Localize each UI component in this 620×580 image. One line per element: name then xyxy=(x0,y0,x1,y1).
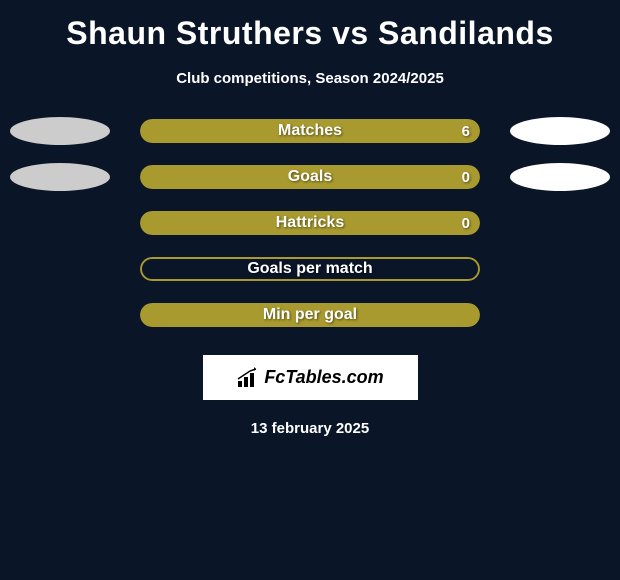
bar-label: Goals per match xyxy=(247,260,372,278)
stat-row-gpm: Goals per match xyxy=(0,257,620,281)
ellipse-right xyxy=(510,117,610,145)
bar-value-right: 0 xyxy=(462,215,470,232)
bar-value-right: 6 xyxy=(462,123,470,140)
bar-label: Matches xyxy=(278,122,342,140)
bar-hattricks: Hattricks 0 xyxy=(140,211,480,235)
page-title: Shaun Struthers vs Sandilands xyxy=(66,15,554,52)
bar-label: Min per goal xyxy=(263,306,357,324)
stat-row-goals: Goals 0 xyxy=(0,165,620,189)
stat-row-mpg: Min per goal xyxy=(0,303,620,327)
page-subtitle: Club competitions, Season 2024/2025 xyxy=(176,70,444,87)
bar-gpm: Goals per match xyxy=(140,257,480,281)
logo-content: FcTables.com xyxy=(236,367,383,389)
bar-label: Hattricks xyxy=(276,214,344,232)
bar-matches: Matches 6 xyxy=(140,119,480,143)
stat-row-matches: Matches 6 xyxy=(0,119,620,143)
logo-box[interactable]: FcTables.com xyxy=(203,355,418,400)
chart-icon xyxy=(236,367,260,389)
bar-label: Goals xyxy=(288,168,332,186)
stats-area: Matches 6 Goals 0 Hattricks 0 xyxy=(0,119,620,349)
ellipse-left xyxy=(10,117,110,145)
ellipse-left xyxy=(10,163,110,191)
date-label: 13 february 2025 xyxy=(251,420,369,437)
stat-row-hattricks: Hattricks 0 xyxy=(0,211,620,235)
bar-value-right: 0 xyxy=(462,169,470,186)
main-container: Shaun Struthers vs Sandilands Club compe… xyxy=(0,0,620,447)
logo-text: FcTables.com xyxy=(264,367,383,388)
ellipse-right xyxy=(510,163,610,191)
bar-mpg: Min per goal xyxy=(140,303,480,327)
bar-goals: Goals 0 xyxy=(140,165,480,189)
